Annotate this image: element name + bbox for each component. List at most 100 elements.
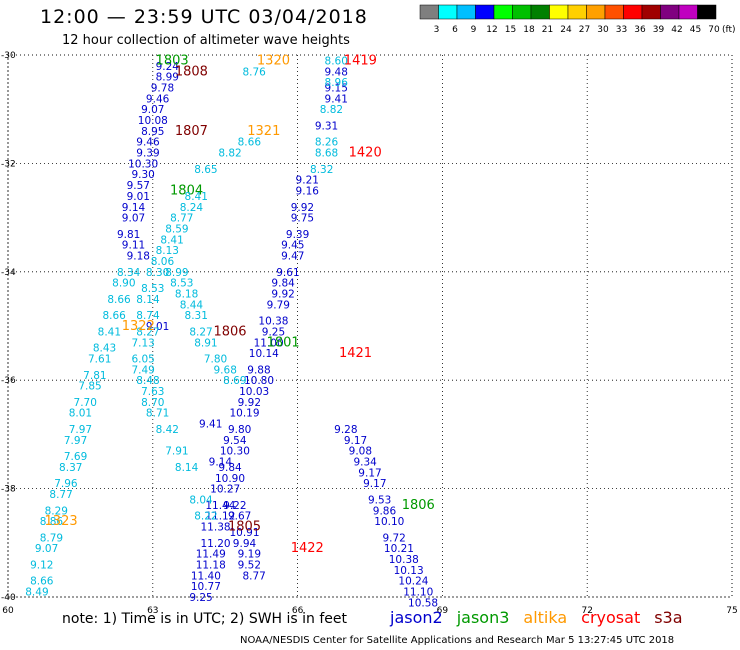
wave-height-label: 8.82 xyxy=(320,104,343,116)
wave-height-label: 11.44 xyxy=(205,500,235,512)
wave-height-label: 9.46 xyxy=(146,93,170,105)
page-subtitle: 12 hour collection of altimeter wave hei… xyxy=(62,33,350,48)
wave-height-label: 9.84 xyxy=(218,462,242,474)
colorbar-label: 70 xyxy=(708,25,720,35)
wave-height-label: 11.20 xyxy=(201,538,231,550)
wave-height-label: 8.59 xyxy=(165,223,188,235)
wave-height-label: 8.68 xyxy=(315,148,338,160)
wave-height-label: 8.91 xyxy=(194,337,217,349)
footer-note: note: 1) Time is in UTC; 2) SWH is in fe… xyxy=(62,611,348,627)
pass-id-label: 1322 xyxy=(122,319,155,334)
wave-height-label: 9.15 xyxy=(325,83,348,95)
colorbar-label: 36 xyxy=(634,25,646,35)
wave-height-label: 9.45 xyxy=(281,240,304,252)
wave-height-label: 10.10 xyxy=(374,516,404,528)
satellite-legend-item: cryosat xyxy=(581,608,641,627)
wave-height-label: 9.17 xyxy=(344,435,367,447)
wave-height-label: 9.16 xyxy=(296,186,320,198)
colorbar-swatch xyxy=(697,4,717,20)
wave-height-label: 8.66 xyxy=(30,576,54,588)
wave-height-label: 7.91 xyxy=(165,446,188,458)
wave-height-label: 10.90 xyxy=(215,473,245,485)
wave-height-label: 9.41 xyxy=(325,93,348,105)
wave-height-label: 10.03 xyxy=(239,386,269,398)
wave-height-label: 9.08 xyxy=(349,446,372,458)
pass-id-label: 1421 xyxy=(339,346,372,361)
y-tick-label: -40 xyxy=(1,593,16,603)
wave-height-label: 10.24 xyxy=(398,576,428,588)
colorbar-label: 6 xyxy=(452,25,458,35)
wave-height-label: 10.13 xyxy=(394,565,424,577)
wave-height-label: 8.65 xyxy=(194,164,217,176)
wave-height-label: 7.81 xyxy=(83,370,106,382)
wave-height-label: 8.71 xyxy=(146,408,169,420)
wave-height-label: 7.63 xyxy=(141,386,164,398)
wave-height-label: 8.30 xyxy=(146,267,169,279)
wave-height-label: 9.31 xyxy=(315,120,338,132)
wave-height-label: 8.77 xyxy=(170,213,193,225)
wave-height-label: 8.43 xyxy=(93,343,116,355)
wave-height-label: 10.38 xyxy=(258,316,288,328)
colorbar-unit: (ft) xyxy=(722,25,736,35)
wave-height-label: 9.78 xyxy=(151,83,174,95)
plot-area xyxy=(7,54,733,598)
wave-height-label: 8.22 xyxy=(194,511,217,523)
pass-id-label: 1805 xyxy=(228,520,261,535)
satellite-legend-item: s3a xyxy=(654,608,683,627)
wave-height-label: 9.53 xyxy=(368,494,391,506)
wave-height-label: 11.49 xyxy=(196,549,226,561)
wave-height-label: 9.34 xyxy=(353,457,377,469)
colorbar-label: 24 xyxy=(560,25,572,35)
satellite-legend: jason2 jason3 altika cryosat s3a xyxy=(390,608,697,627)
wave-height-label: 8.66 xyxy=(238,137,262,149)
wave-height-label: 8.06 xyxy=(151,256,175,268)
pass-id-label: 1806 xyxy=(402,498,435,513)
pass-id-label: 1808 xyxy=(175,64,208,79)
colorbar-label: 39 xyxy=(653,25,665,35)
wave-height-label: 8.34 xyxy=(117,267,141,279)
wave-height-label: 9.39 xyxy=(136,148,159,160)
wave-height-label: 8.04 xyxy=(189,494,213,506)
wave-height-label: 8.76 xyxy=(242,66,266,78)
page-title: 12:00 — 23:59 UTC 03/04/2018 xyxy=(40,6,368,28)
wave-height-label: 8.60 xyxy=(325,55,348,67)
wave-height-label: 8.90 xyxy=(112,278,135,290)
x-tick-label: 72 xyxy=(581,606,592,616)
pass-id-label: 1320 xyxy=(257,53,290,68)
wave-height-label: 9.57 xyxy=(127,180,150,192)
wave-height-label: 8.27 xyxy=(136,326,159,338)
wave-height-label: 9.46 xyxy=(136,137,160,149)
wave-height-label: 10.91 xyxy=(229,527,259,539)
x-tick-label: 63 xyxy=(147,606,158,616)
wave-height-label: 7.97 xyxy=(64,435,87,447)
wave-height-label: 10.21 xyxy=(384,543,414,555)
wave-height-label: 8.79 xyxy=(40,532,63,544)
wave-height-label: 9.92 xyxy=(271,288,294,300)
satellite-legend-item: jason3 xyxy=(456,608,510,627)
wave-height-label: 9.28 xyxy=(334,424,357,436)
wave-height-label: 8.27 xyxy=(189,326,212,338)
wave-height-label: 8.82 xyxy=(218,148,241,160)
wave-height-label: 8.49 xyxy=(25,587,48,599)
wave-height-label: 10.30 xyxy=(128,158,158,170)
wave-height-label: 8.31 xyxy=(185,310,208,322)
wave-height-label: 8.41 xyxy=(98,326,121,338)
wave-height-label: 8.18 xyxy=(175,288,198,300)
wave-height-label: 9.61 xyxy=(276,267,299,279)
wave-height-label: 9.17 xyxy=(358,467,381,479)
wave-height-label: 9.94 xyxy=(233,538,257,550)
wave-height-label: 10.77 xyxy=(191,581,221,593)
wave-height-label: 8.24 xyxy=(180,202,204,214)
wave-height-label: 8.26 xyxy=(315,137,339,149)
wave-height-label: 9.22 xyxy=(223,500,246,512)
wave-height-label: 11.12 xyxy=(205,511,235,523)
wave-height-label: 9.18 xyxy=(127,251,150,263)
colorbar-label: 45 xyxy=(690,25,701,35)
pass-id-label: 1804 xyxy=(170,184,203,199)
colorbar-label: 27 xyxy=(579,25,590,35)
wave-height-label: 10.30 xyxy=(220,446,250,458)
x-tick-label: 60 xyxy=(2,606,14,616)
colorbar-legend: 3 6 9 12 15 18 21 24 27 30 33 36 39 42 45 70 (ft) xyxy=(419,4,736,35)
y-tick-label: -32 xyxy=(1,159,16,169)
pass-id-label: 1801 xyxy=(267,335,300,350)
